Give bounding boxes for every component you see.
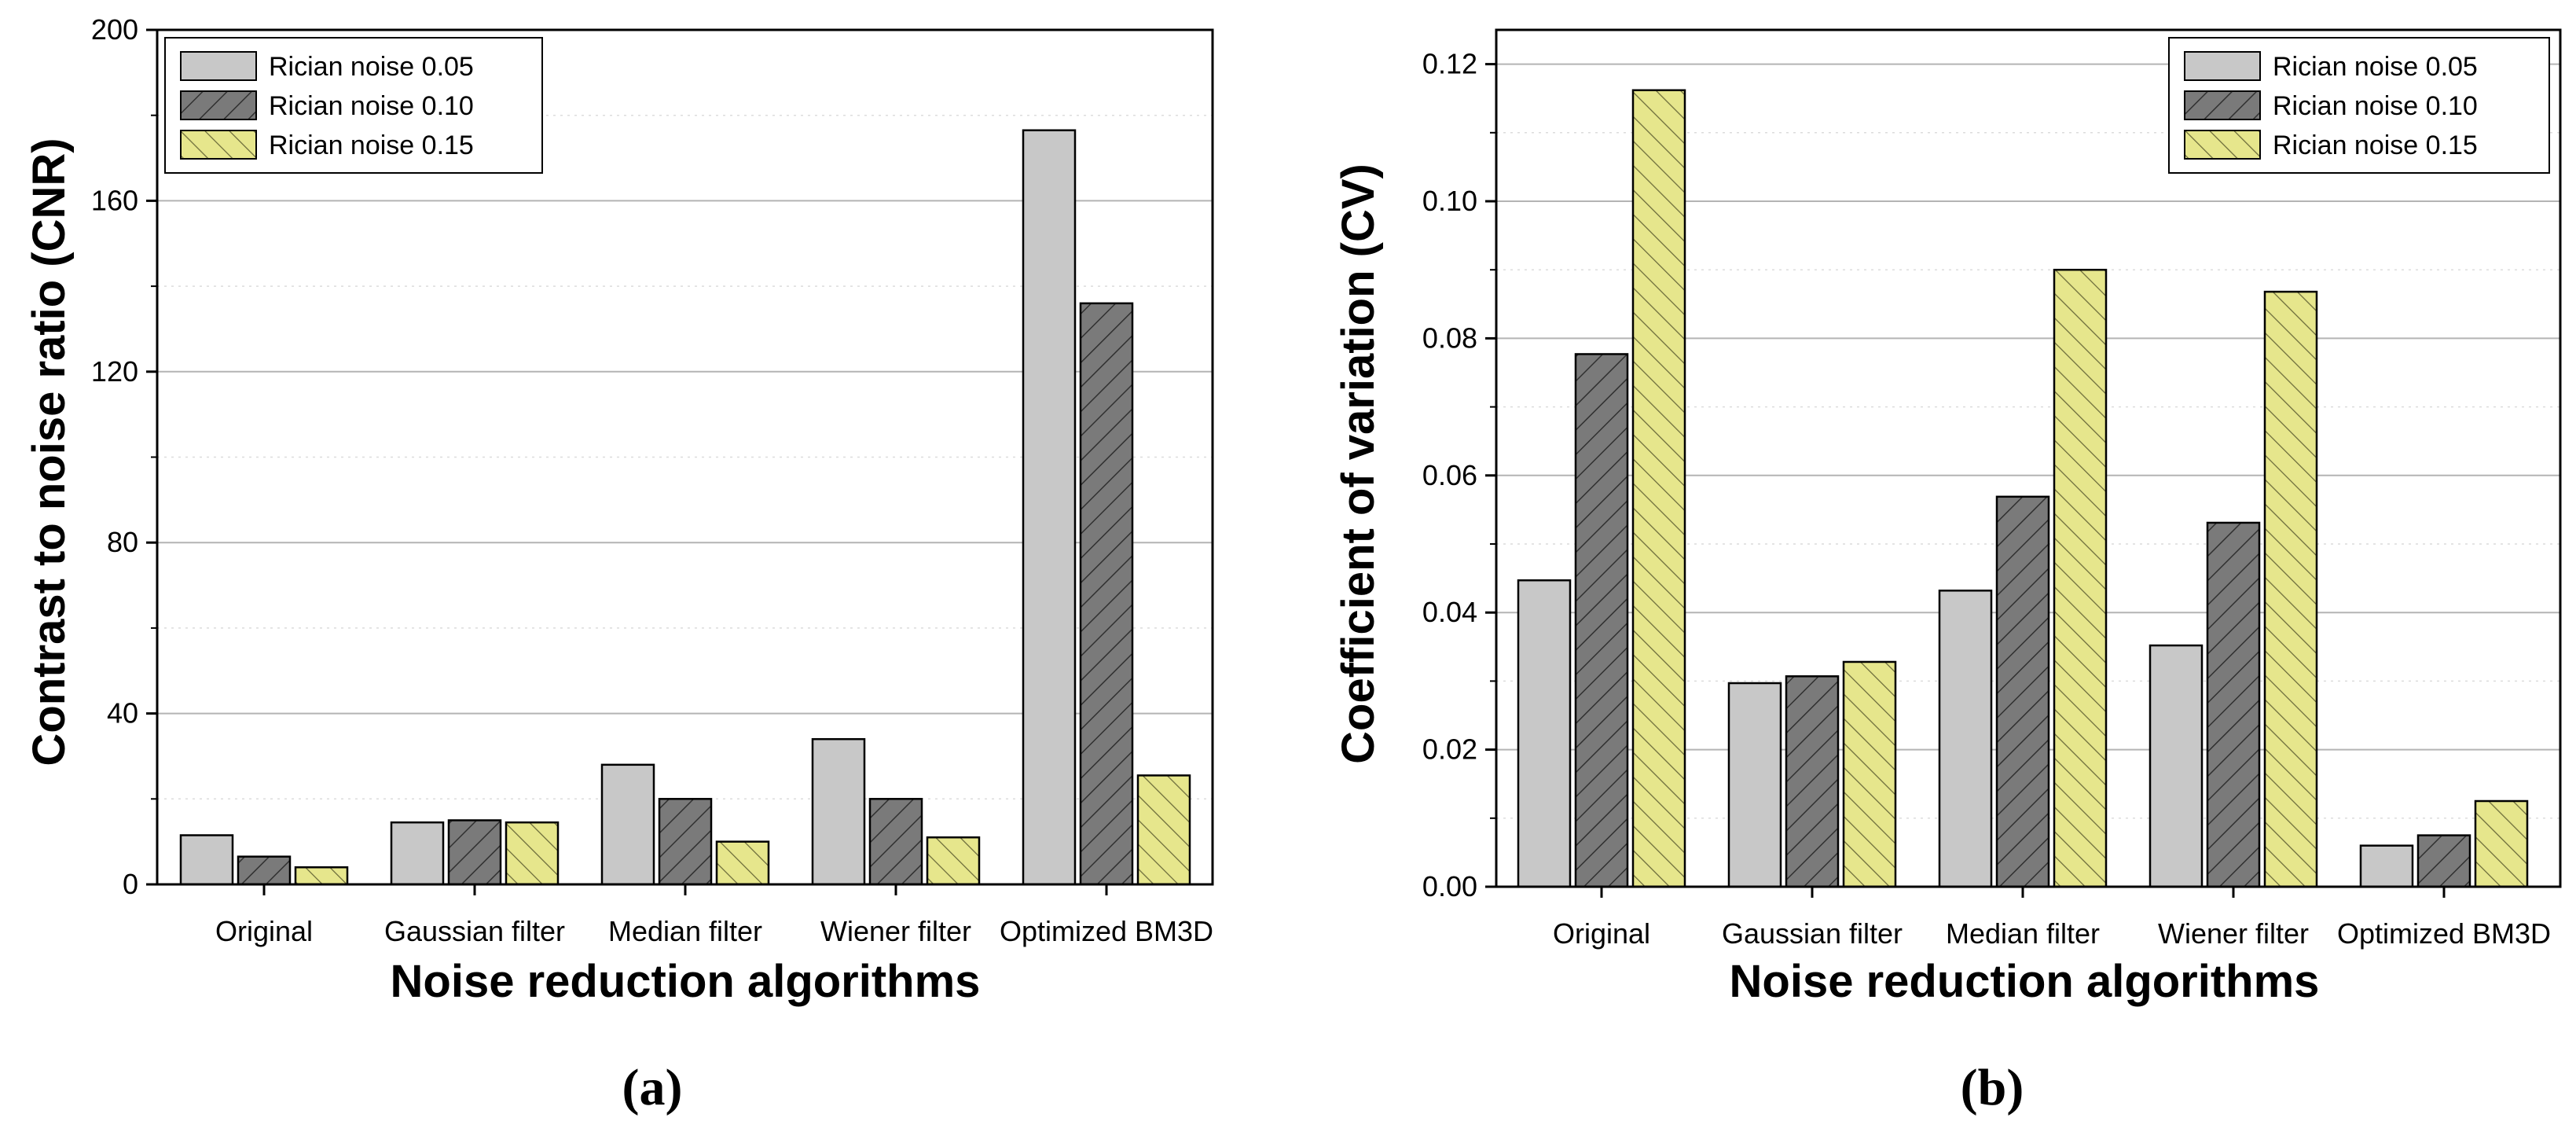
cnr-bar-1	[600, 763, 655, 886]
cnr-x-tick-label: Gaussian filter	[384, 915, 565, 947]
cv-y-tick-label: 0.10	[1422, 185, 1477, 217]
cnr-y-tick-label: 40	[107, 697, 138, 730]
cv-legend-label: Rician noise 0.15	[2273, 130, 2478, 160]
cnr-chart-y-axis-title: Contrast to noise ratio (CNR)	[24, 138, 75, 766]
cnr-bar-1	[179, 834, 234, 886]
cv-bar-2	[1574, 353, 1629, 888]
cnr-legend-swatch	[180, 130, 257, 160]
cv-chart-plot-frame	[1495, 28, 2562, 888]
cnr-bar-2	[868, 798, 923, 886]
cv-bar-2	[1785, 675, 1840, 888]
cnr-legend-swatch	[180, 51, 257, 81]
cv-chart-legend: Rician noise 0.05 Rician noise 0.10 Rician…	[2168, 37, 2550, 174]
cnr-bar-2	[447, 819, 502, 886]
cnr-chart-x-axis: Original Gaussian filter Median filter Wien…	[215, 884, 1213, 947]
cv-bar-1	[1727, 682, 1782, 888]
cnr-chart-bars	[179, 129, 1191, 886]
cv-bar-3	[2053, 268, 2108, 888]
cnr-legend-label: Rician noise 0.05	[269, 52, 474, 82]
cv-chart-bars	[1517, 89, 2529, 888]
cv-bar-3	[1842, 660, 1897, 888]
cv-y-tick-label: 0.12	[1422, 48, 1477, 80]
cv-bar-3	[2263, 290, 2318, 888]
cv-y-tick-label: 0.02	[1422, 733, 1477, 766]
cv-legend-swatch	[2184, 130, 2261, 160]
cv-bar-3	[1631, 89, 1686, 888]
cv-x-tick-label: Original	[1553, 917, 1650, 950]
cnr-y-tick-label: 120	[91, 355, 138, 388]
cnr-bar-3	[926, 836, 981, 886]
cv-bar-2	[2206, 521, 2261, 888]
cnr-x-tick-label: Original	[215, 915, 313, 947]
cv-legend-swatch	[2184, 90, 2261, 120]
cnr-x-tick-label: Wiener filter	[820, 915, 971, 947]
cnr-y-tick-label: 200	[91, 13, 138, 46]
cv-bar-1	[1517, 579, 1572, 888]
cv-chart: 0.00 0.02 0.04 0.06 0.08 0.10 0.12 Original Gau…	[1333, 28, 2562, 1116]
cnr-bar-1	[390, 821, 445, 886]
cnr-chart: 0 40 80 120 160 200 Original Gaussian filter Me…	[24, 13, 1214, 1116]
cnr-bar-2	[237, 855, 292, 886]
cv-bar-1	[2359, 844, 2414, 888]
cnr-y-tick-label: 0	[123, 868, 138, 900]
cnr-legend-swatch	[180, 90, 257, 120]
cv-x-tick-label: Gaussian filter	[1722, 917, 1903, 950]
cv-bar-1	[1938, 590, 1993, 888]
cnr-y-tick-label: 160	[91, 184, 138, 216]
cv-x-tick-label: Optimized BM3D	[2337, 917, 2551, 950]
cnr-chart-legend: Rician noise 0.05 Rician noise 0.10 Rician…	[164, 37, 543, 174]
cv-y-tick-label: 0.04	[1422, 596, 1477, 628]
cv-bar-2	[2416, 834, 2471, 888]
cnr-x-tick-label: Optimized BM3D	[1000, 915, 1213, 947]
cv-chart-panel-label: (b)	[1961, 1059, 2024, 1116]
cv-chart-y-axis: 0.00 0.02 0.04 0.06 0.08 0.10 0.12	[1422, 48, 1496, 902]
cnr-x-tick-label: Median filter	[608, 915, 762, 947]
cnr-legend-label: Rician noise 0.10	[269, 91, 474, 121]
cv-chart-y-axis-title: Coefficient of variation (CV)	[1333, 164, 1384, 764]
cv-legend-label: Rician noise 0.05	[2273, 52, 2478, 82]
cv-y-tick-label: 0.06	[1422, 459, 1477, 491]
cv-y-tick-label: 0.00	[1422, 870, 1477, 902]
cnr-bar-3	[505, 821, 560, 886]
cnr-chart-x-axis-title: Noise reduction algorithms	[391, 956, 981, 1007]
cv-bar-2	[1995, 495, 2050, 888]
cv-chart-x-axis-title: Noise reduction algorithms	[1730, 956, 2320, 1007]
cv-x-tick-label: Wiener filter	[2158, 917, 2309, 950]
cnr-bar-1	[1022, 129, 1077, 886]
cv-legend-label: Rician noise 0.10	[2273, 91, 2478, 121]
cv-x-tick-label: Median filter	[1946, 917, 2100, 950]
cnr-chart-panel-label: (a)	[622, 1059, 683, 1116]
cnr-bar-2	[658, 798, 713, 886]
cnr-legend-label: Rician noise 0.15	[269, 130, 474, 160]
cnr-bar-1	[811, 737, 866, 886]
cv-bar-1	[2149, 644, 2204, 888]
cnr-bar-3	[715, 840, 770, 886]
cnr-chart-y-axis: 0 40 80 120 160 200	[91, 13, 157, 900]
cnr-y-tick-label: 80	[107, 526, 138, 558]
cv-bar-3	[2474, 799, 2529, 888]
cv-legend-swatch	[2184, 51, 2261, 81]
cv-chart-x-axis: Original Gaussian filter Median filter Wien…	[1553, 887, 2551, 950]
cnr-bar-3	[1136, 774, 1191, 886]
cnr-bar-3	[294, 866, 349, 886]
cnr-bar-2	[1079, 302, 1134, 886]
cv-y-tick-label: 0.08	[1422, 322, 1477, 354]
